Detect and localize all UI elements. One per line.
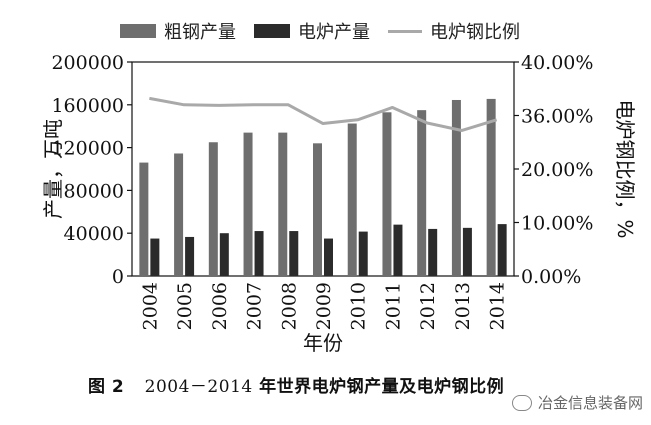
x-axis-tick-label: 2010 xyxy=(348,282,370,330)
legend-label-crude-steel: 粗钢产量 xyxy=(164,22,236,43)
bar-eaf-output xyxy=(497,224,507,276)
bar-eaf-output xyxy=(358,231,368,276)
watermark-text: 冶金信息装备网 xyxy=(538,394,644,412)
bar-eaf-output xyxy=(324,238,333,276)
bar-crude-steel xyxy=(243,132,253,276)
bar-crude-steel xyxy=(417,110,427,277)
bar-crude-steel xyxy=(347,123,357,277)
left-axis-tick-label: 200000 xyxy=(51,52,124,74)
left-axis-tick-label: 160000 xyxy=(51,95,124,117)
caption-prefix: 图 2 xyxy=(88,377,125,397)
bar-crude-steel xyxy=(139,162,149,276)
legend: 粗钢产量 电炉产量 电炉钢比例 xyxy=(120,18,520,44)
x-axis-tick-label: 2013 xyxy=(452,282,474,330)
figure-caption: 图 2 2004－2014 年世界电炉钢产量及电炉钢比例 xyxy=(88,372,504,397)
bar-eaf-output xyxy=(289,231,299,276)
legend-swatch-eaf-output xyxy=(254,24,290,38)
legend-swatch-crude-steel xyxy=(120,24,156,38)
right-axis-tick-label: 20.00% xyxy=(521,159,593,181)
bar-eaf-output xyxy=(219,233,229,276)
bar-eaf-output xyxy=(150,238,160,276)
bar-crude-steel xyxy=(174,153,184,276)
legend-item-eaf-output: 电炉产量 xyxy=(254,18,370,44)
x-axis-title: 年份 xyxy=(303,331,343,355)
left-axis-tick-label: 80000 xyxy=(64,180,124,202)
bar-crude-steel xyxy=(208,142,218,276)
x-axis-tick-label: 2008 xyxy=(278,282,300,330)
bar-eaf-output xyxy=(462,227,472,276)
bar-crude-steel xyxy=(486,98,496,276)
x-axis-tick-label: 2007 xyxy=(244,282,266,330)
right-axis-tick-label: 0.00% xyxy=(521,266,581,288)
x-axis-tick-label: 2005 xyxy=(174,282,196,330)
left-axis-tick-label: 0 xyxy=(112,266,124,288)
legend-label-eaf-ratio: 电炉钢比例 xyxy=(430,22,520,43)
right-axis-tick-label: 40.00% xyxy=(521,52,593,74)
bar-crude-steel xyxy=(278,132,288,276)
watermark: 冶金信息装备网 xyxy=(512,392,643,413)
x-axis-tick-label: 2011 xyxy=(382,282,404,330)
bar-crude-steel xyxy=(451,99,461,276)
bar-crude-steel xyxy=(313,143,322,276)
x-axis-tick-label: 2006 xyxy=(209,282,231,330)
right-axis-tick-label: 36.00% xyxy=(521,106,593,128)
left-axis-tick-label: 120000 xyxy=(51,138,124,160)
legend-label-eaf-output: 电炉产量 xyxy=(298,22,370,43)
left-axis-tick-label: 40000 xyxy=(64,223,124,245)
bar-eaf-output xyxy=(185,236,195,276)
right-axis-tick-label: 10.00% xyxy=(521,213,593,235)
caption-text: 年世界电炉钢产量及电炉钢比例 xyxy=(259,377,505,397)
legend-swatch-eaf-ratio xyxy=(388,29,422,33)
bar-eaf-output xyxy=(393,224,403,276)
legend-item-crude-steel: 粗钢产量 xyxy=(120,18,236,44)
legend-item-eaf-ratio: 电炉钢比例 xyxy=(388,18,520,44)
caption-years: 2004－2014 xyxy=(144,377,253,397)
x-axis-tick-label: 2014 xyxy=(487,282,509,330)
bar-crude-steel xyxy=(382,112,392,276)
bar-eaf-output xyxy=(254,231,264,276)
x-axis-tick-label: 2004 xyxy=(139,282,161,330)
x-axis-tick-label: 2009 xyxy=(313,282,335,330)
y-axis-title-left: 产量，万吨 xyxy=(41,119,65,219)
x-axis-tick-label: 2012 xyxy=(417,282,439,330)
line-eaf-ratio xyxy=(149,96,498,132)
y-axis-title-right: 电炉钢比例，% xyxy=(613,99,637,238)
bar-eaf-output xyxy=(428,228,438,276)
wechat-icon xyxy=(512,394,532,411)
